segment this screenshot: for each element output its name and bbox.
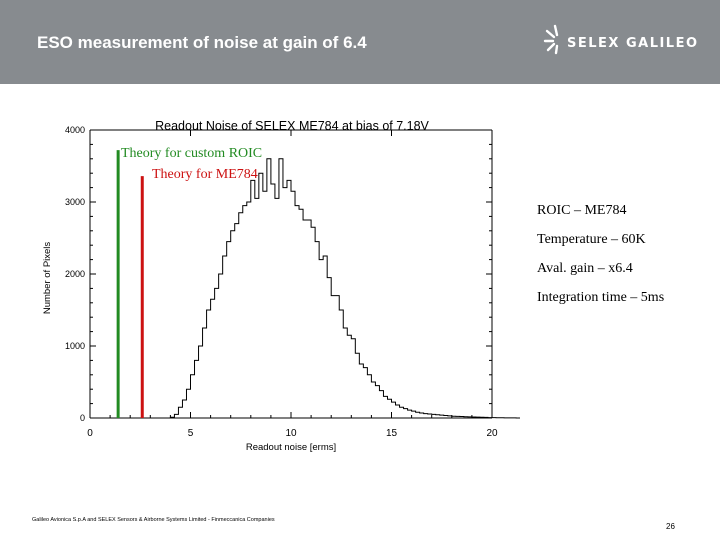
y-tick-label: 3000 (65, 197, 85, 207)
footer-company-note: Galileo Avionica S.p.A and SELEX Sensors… (32, 517, 275, 523)
annotation-label-me784: Theory for ME784 (152, 167, 258, 182)
x-tick-label: 10 (285, 428, 297, 439)
x-axis-ticks: 0 5 10 15 20 (87, 130, 498, 439)
y-tick-label: 4000 (65, 125, 85, 135)
theory-lines (116, 150, 144, 418)
spec-integration-time: Integration time – 5ms (537, 290, 665, 305)
histogram-series-line (90, 158, 520, 419)
measurement-specs-list: ROIC – ME784 Temperature – 60K Aval. gai… (537, 203, 664, 319)
y-axis-label: Number of Pixels (42, 242, 53, 315)
noise-histogram-chart: Readout Noise of SELEX ME784 at bias of … (42, 119, 520, 453)
y-tick-label: 0 (80, 413, 85, 423)
slide-header: ESO measurement of noise at gain of 6.4 … (0, 0, 720, 84)
x-tick-label: 0 (87, 428, 93, 439)
spec-temperature: Temperature – 60K (537, 232, 646, 247)
spec-aval-gain: Aval. gain – x6.4 (537, 261, 633, 276)
x-tick-label: 15 (386, 428, 398, 439)
annotation-label-custom-roic: Theory for custom ROIC (121, 146, 262, 161)
slide-title: ESO measurement of noise at gain of 6.4 (37, 33, 367, 52)
selex-galileo-logo: SELEX GALILEO (543, 22, 713, 56)
chart-frame (89, 129, 493, 419)
chart-title: Readout Noise of SELEX ME784 at bias of … (155, 119, 429, 133)
x-tick-label: 20 (486, 428, 498, 439)
y-tick-label: 2000 (65, 269, 85, 279)
x-tick-label: 5 (188, 428, 194, 439)
page-number: 26 (666, 522, 675, 531)
spec-roic: ROIC – ME784 (537, 203, 627, 218)
logo-text: SELEX GALILEO (567, 36, 699, 51)
x-axis-label: Readout noise [erms] (246, 442, 336, 453)
starburst-icon (543, 24, 559, 55)
y-axis-ticks: 0 1000 2000 3000 4000 (65, 125, 492, 423)
y-tick-label: 1000 (65, 341, 85, 351)
